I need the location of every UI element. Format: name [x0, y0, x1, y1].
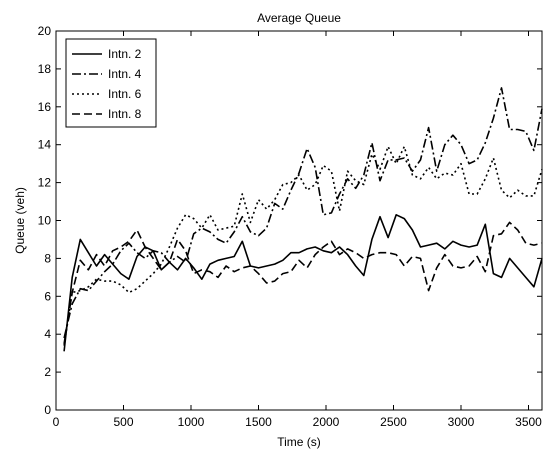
- y-tick-label: 4: [44, 327, 51, 341]
- y-tick-label: 10: [38, 214, 52, 228]
- y-tick-label: 2: [44, 365, 51, 379]
- series-line-2: [63, 87, 543, 339]
- legend-label-2: Intn. 4: [108, 67, 142, 81]
- x-tick-label: 0: [53, 415, 60, 429]
- y-axis-title: Queue (veh): [13, 187, 27, 254]
- y-tick-label: 20: [38, 24, 52, 38]
- y-tick-label: 8: [44, 251, 51, 265]
- x-tick-label: 1000: [178, 415, 205, 429]
- x-tick-label: 500: [113, 415, 133, 429]
- y-tick-label: 18: [38, 62, 52, 76]
- chart-title: Average Queue: [257, 11, 341, 25]
- x-axis-title: Time (s): [277, 435, 321, 449]
- y-tick-label: 14: [38, 138, 52, 152]
- x-tick-label: 3000: [448, 415, 475, 429]
- series-line-3: [63, 145, 543, 346]
- y-tick-label: 16: [38, 100, 52, 114]
- series-line-1: [63, 214, 543, 352]
- plot-frame: [55, 30, 543, 411]
- x-tick-label: 1500: [245, 415, 272, 429]
- legend-label-3: Intn. 6: [108, 87, 142, 101]
- y-tick-label: 12: [38, 176, 52, 190]
- y-tick-label: 6: [44, 289, 51, 303]
- legend-label-4: Intn. 8: [108, 107, 142, 121]
- x-tick-label: 2000: [313, 415, 340, 429]
- x-tick-label: 2500: [380, 415, 407, 429]
- legend-label-1: Intn. 2: [108, 47, 142, 61]
- x-tick-label: 3500: [515, 415, 542, 429]
- series-line-4: [63, 221, 543, 344]
- y-tick-label: 0: [44, 403, 51, 417]
